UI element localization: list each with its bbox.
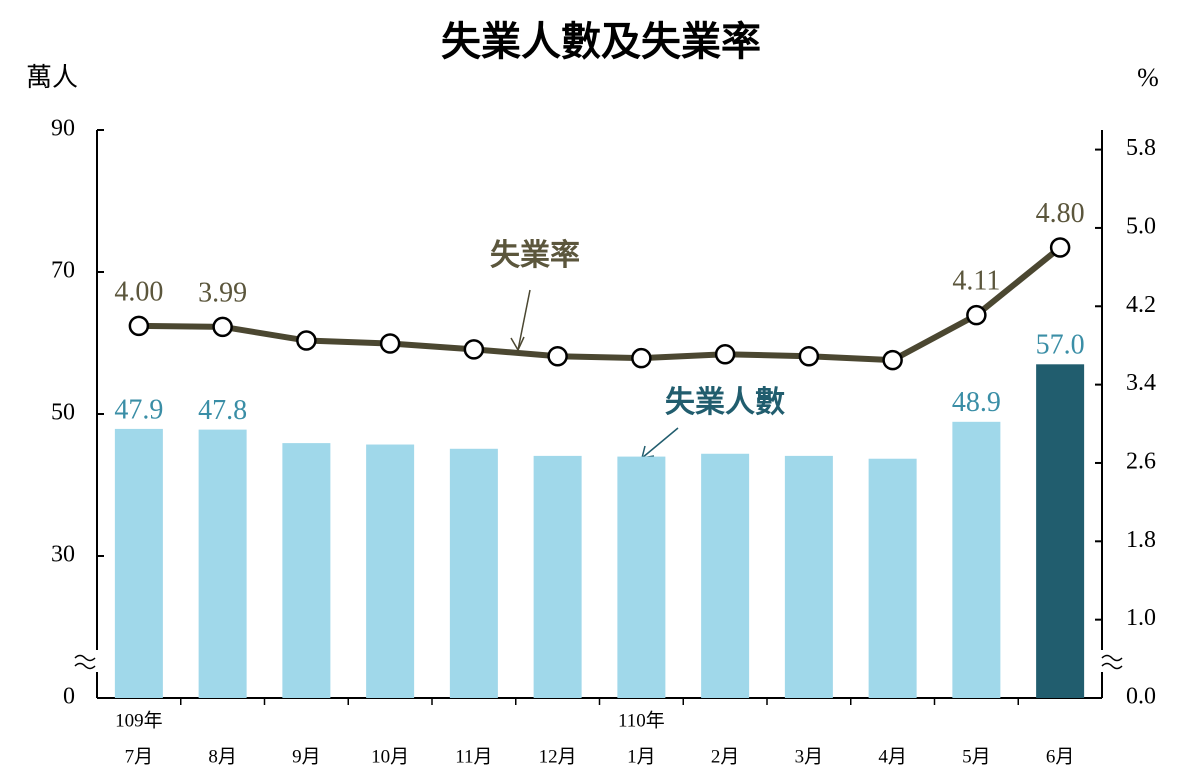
y2-tick-label: 5.0 xyxy=(1126,213,1156,239)
y2-tick-label: 1.0 xyxy=(1126,605,1156,631)
bar-value-label: 47.8 xyxy=(198,395,247,426)
line-point xyxy=(798,345,820,367)
line-point xyxy=(128,315,150,337)
line-value-label: 4.00 xyxy=(114,276,163,307)
y-tick-label: 90 xyxy=(51,116,75,142)
bar xyxy=(198,429,247,698)
bar xyxy=(533,455,582,698)
y2-axis-label: % xyxy=(1137,63,1159,92)
series-annotation: 失業率 xyxy=(490,239,580,272)
x-tick-label: 11月 xyxy=(455,746,492,767)
x-group-label: 109年 xyxy=(115,709,163,731)
bar xyxy=(366,444,415,698)
bar xyxy=(449,448,498,698)
bar-value-label: 47.9 xyxy=(114,394,163,425)
x-tick-label: 8月 xyxy=(208,746,237,767)
x-tick-label: 5月 xyxy=(962,746,991,767)
x-tick-label: 6月 xyxy=(1046,746,1075,767)
y2-tick-label: 2.6 xyxy=(1126,448,1156,474)
x-tick-label: 2月 xyxy=(711,746,740,767)
line-point xyxy=(714,344,736,365)
annotation-arrow xyxy=(641,427,679,459)
y2-tick-label: 0.0 xyxy=(1126,684,1156,710)
x-tick-label: 1月 xyxy=(627,746,656,767)
line-point xyxy=(547,345,568,367)
line xyxy=(138,245,1063,364)
y-axis-label: 萬人 xyxy=(26,63,78,92)
bar-value-label: 48.9 xyxy=(952,387,1001,418)
axis-break xyxy=(74,662,96,670)
y-tick-label: 70 xyxy=(51,258,75,284)
line-point xyxy=(631,347,652,369)
line-point xyxy=(296,330,317,351)
x-tick-label: 4月 xyxy=(878,746,907,767)
axis-break xyxy=(74,654,96,662)
bar xyxy=(282,443,331,698)
y2-tick-label: 5.8 xyxy=(1126,135,1156,161)
line-point xyxy=(379,333,401,354)
x-tick-label: 3月 xyxy=(795,746,824,767)
line-value-label: 4.11 xyxy=(952,266,1000,297)
axis-break xyxy=(1101,662,1123,670)
chart-title: 失業人數及失業率 xyxy=(441,19,761,64)
series-annotation: 失業人數 xyxy=(665,386,785,419)
x-tick-label: 7月 xyxy=(125,746,154,767)
bar xyxy=(952,421,1001,698)
y2-tick-label: 4.2 xyxy=(1126,292,1156,318)
y-tick-label: 0 xyxy=(63,684,75,710)
bar xyxy=(784,455,833,698)
line-point xyxy=(882,349,903,371)
bar xyxy=(701,453,750,698)
x-group-label: 110年 xyxy=(618,709,665,731)
bar-value-label: 57.0 xyxy=(1036,330,1085,361)
y-tick-label: 30 xyxy=(51,542,75,568)
bar xyxy=(114,428,163,698)
y2-tick-label: 1.8 xyxy=(1126,527,1156,553)
line-value-label: 3.99 xyxy=(198,277,247,308)
annotation-arrowhead xyxy=(510,336,525,352)
annotation-arrow xyxy=(517,289,531,351)
y-tick-label: 50 xyxy=(51,400,75,426)
x-tick-label: 12月 xyxy=(539,746,577,767)
line-point xyxy=(212,316,233,338)
line-point xyxy=(1049,237,1071,258)
bar xyxy=(868,458,917,698)
line-value-label: 4.80 xyxy=(1036,198,1085,229)
bar xyxy=(617,456,666,698)
axis-break xyxy=(1101,654,1123,662)
bar xyxy=(1036,364,1085,698)
y2-tick-label: 3.4 xyxy=(1126,370,1156,396)
x-tick-label: 10月 xyxy=(371,746,409,767)
line-point xyxy=(966,304,987,326)
line-point xyxy=(463,339,485,360)
x-tick-label: 9月 xyxy=(292,746,321,767)
